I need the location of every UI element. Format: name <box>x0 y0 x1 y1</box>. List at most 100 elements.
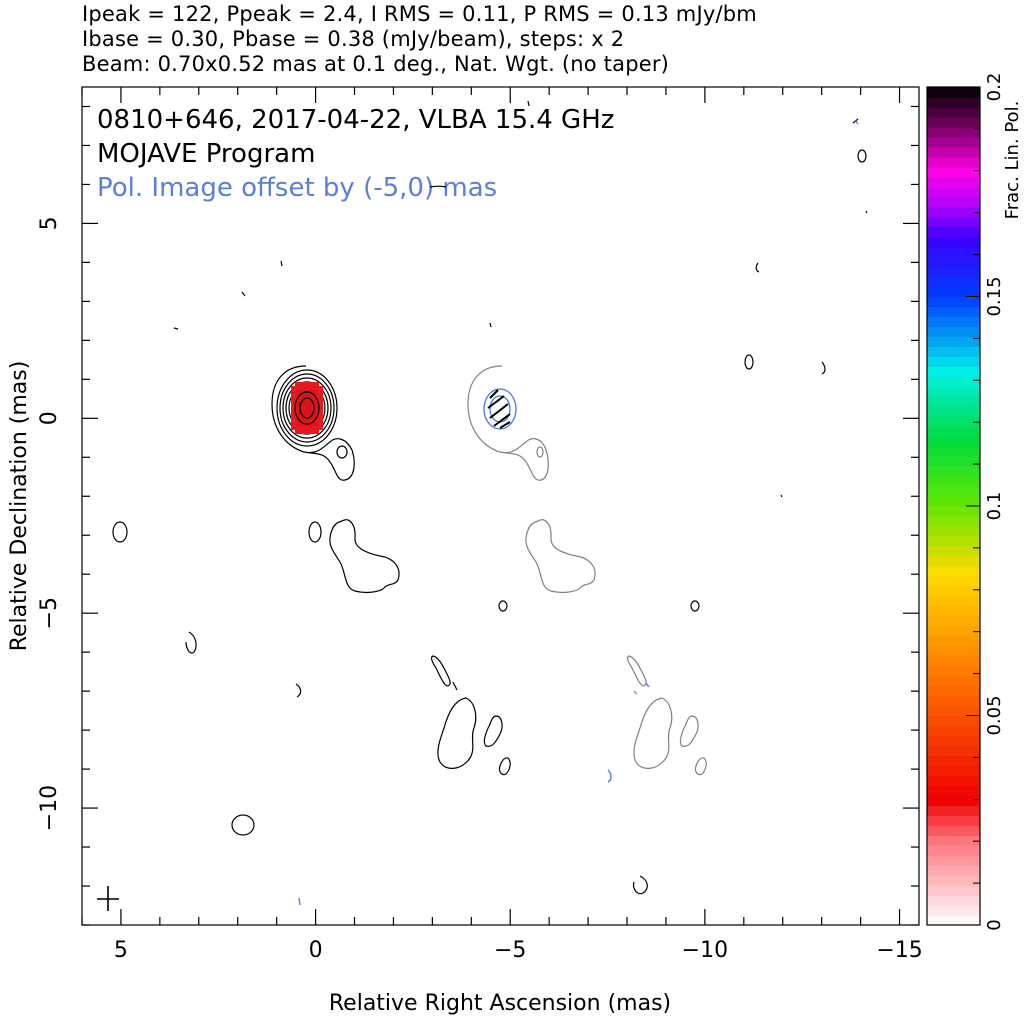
x-tick-label: 0 <box>309 938 323 963</box>
offset-core-contour <box>467 365 549 481</box>
core-outer-contour <box>271 365 355 481</box>
axis-ticks <box>81 87 919 926</box>
colorbar-strip <box>927 126 980 138</box>
colorbar-strip <box>927 186 980 198</box>
outer-jet-filament <box>430 655 451 687</box>
colorbar-strip <box>927 116 980 128</box>
y-axis-label: Relative Declination (mas) <box>7 361 32 652</box>
colorbar-strip <box>927 525 980 537</box>
core-center-contours <box>294 391 320 425</box>
colorbar-strip <box>927 506 980 517</box>
colorbar-strip <box>927 496 980 507</box>
colorbar-strip <box>927 416 980 427</box>
colorbar-ticks <box>966 86 980 926</box>
colorbar-strip <box>927 585 980 597</box>
x-tick-label: −10 <box>682 938 728 963</box>
x-tick-label: 5 <box>114 938 128 963</box>
program-name: MOJAVE Program <box>97 139 315 169</box>
colorbar-strip <box>927 276 980 288</box>
colorbar-strip <box>927 625 980 637</box>
colorbar-strip <box>927 196 980 208</box>
colorbar-tick-label: 0 <box>984 919 1005 930</box>
colorbar-strip <box>927 645 980 657</box>
isolated-contour-f <box>857 149 867 163</box>
colorbar-strip <box>927 675 980 687</box>
colorbar-strip <box>927 436 980 447</box>
outer-jet-secondary <box>483 715 503 747</box>
offset-note: Pol. Image offset by (-5,0) mas <box>97 173 497 203</box>
colorbar-strip <box>927 655 980 667</box>
colorbar-strip <box>927 176 980 188</box>
polarization-contours <box>298 119 859 906</box>
colorbar-strip <box>927 146 980 158</box>
colorbar-strip <box>927 785 980 796</box>
colorbar-strip <box>927 486 980 497</box>
colorbar-tick-label: 0.1 <box>984 492 1005 521</box>
header-stats-line: Ipeak = 122, Ppeak = 2.4, I RMS = 0.11, … <box>82 2 757 26</box>
colorbar-strip <box>927 466 980 477</box>
colorbar-strip <box>927 446 980 457</box>
colorbar-strip <box>927 595 980 607</box>
colorbar-strip <box>927 376 980 387</box>
colorbar-strip <box>927 665 980 677</box>
colorbar-gradient <box>927 87 980 926</box>
y-tick-label: 5 <box>37 216 62 230</box>
core-contour-4 <box>282 377 332 439</box>
y-tick-label: −5 <box>37 597 62 629</box>
evpa-vectors <box>487 389 511 429</box>
colorbar-strip <box>927 236 980 248</box>
colorbar-label: Frac. Lin. Pol. <box>1002 101 1023 220</box>
isolated-contour-g <box>185 631 197 654</box>
offset-outer-jet <box>633 697 673 769</box>
colorbar-strip <box>927 615 980 627</box>
colorbar-strip <box>927 336 980 347</box>
colorbar-strip <box>927 835 980 846</box>
colorbar-strip <box>927 755 980 766</box>
colorbar-strip <box>927 256 980 268</box>
colorbar-strip <box>927 565 980 577</box>
jet-knot-contours <box>112 100 868 895</box>
isolated-contour-c <box>690 600 700 612</box>
colorbar-strip <box>927 456 980 467</box>
colorbar-tick-label: 0.05 <box>984 695 1005 735</box>
colorbar-strip <box>927 476 980 487</box>
colorbar-strip <box>927 555 980 567</box>
colorbar-strip <box>927 705 980 717</box>
colorbar-strip <box>927 515 980 527</box>
colorbar-strip <box>927 346 980 357</box>
colorbar-strip <box>927 765 980 776</box>
colorbar-strip <box>927 306 980 318</box>
colorbar-strip <box>927 725 980 737</box>
colorbar-strip <box>927 845 980 856</box>
colorbar-strip <box>927 426 980 437</box>
colorbar-strip <box>927 386 980 397</box>
colorbar-tick-label: 0.15 <box>984 276 1005 316</box>
colorbar-tick-labels: 0 0.05 0.1 0.15 0.2 <box>984 73 1005 931</box>
plot-frame <box>81 86 920 926</box>
axis-tick-labels: 5 0 −5 −10 −15 5 0 −5 −10 <box>37 216 923 963</box>
beam-marker <box>97 886 119 911</box>
colorbar-strip <box>927 905 980 916</box>
colorbar-strip <box>927 875 980 886</box>
outer-jet-contours <box>430 655 511 776</box>
colorbar-strip <box>927 885 980 896</box>
jet-knot-main <box>329 519 400 594</box>
colorbar-strip <box>927 865 980 876</box>
colorbar-strip <box>927 825 980 836</box>
colorbar-strip <box>927 895 980 906</box>
header: Ipeak = 122, Ppeak = 2.4, I RMS = 0.11, … <box>82 2 1022 77</box>
colorbar-strip <box>927 206 980 218</box>
x-tick-label: −5 <box>494 938 526 963</box>
colorbar-strip <box>927 575 980 587</box>
colorbar-strip <box>927 326 980 338</box>
offset-jet-knot <box>525 519 596 594</box>
colorbar-strip <box>927 296 980 308</box>
outer-jet-main <box>437 697 477 769</box>
colorbar-strip <box>927 166 980 178</box>
colorbar-strip <box>927 605 980 617</box>
isolated-contour-b <box>498 600 508 612</box>
offset-contours <box>467 365 707 776</box>
colorbar-strip <box>927 356 980 367</box>
colorbar-strip <box>927 805 980 816</box>
